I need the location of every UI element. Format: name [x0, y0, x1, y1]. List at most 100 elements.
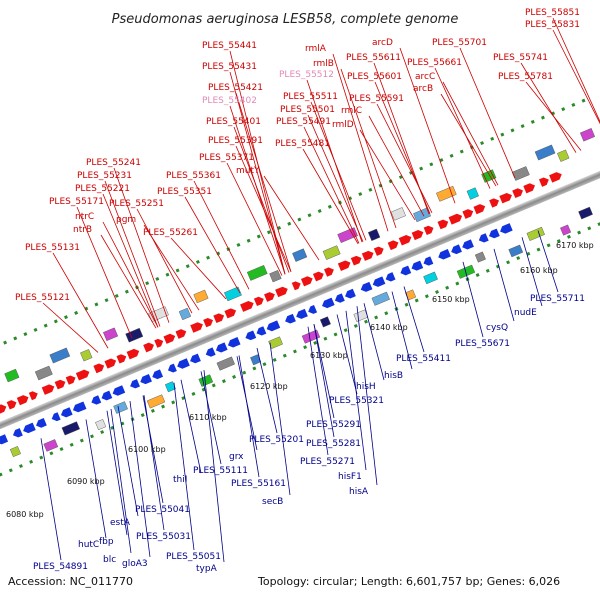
label-connector-line: [180, 379, 202, 474]
tick-mark: [171, 400, 176, 405]
forward-gene-arrow: [65, 375, 76, 385]
tick-mark: [161, 404, 165, 409]
forward-gene-arrow: [224, 308, 237, 319]
feature-box: [216, 356, 235, 371]
feature-box: [322, 245, 341, 260]
forward-gene-arrow: [411, 229, 424, 241]
tick-mark: [100, 430, 105, 435]
forward-gene-arrow: [489, 198, 500, 208]
label-connector-line: [263, 175, 320, 261]
tick-mark: [211, 383, 216, 388]
gene-label: PLES_55441: [202, 41, 257, 51]
feature-box: [474, 251, 486, 263]
reverse-gene-arrow: [152, 369, 164, 380]
forward-gene-arrow: [264, 292, 275, 302]
tick-mark: [317, 209, 322, 213]
gene-label: PLES_55201: [249, 435, 304, 445]
forward-gene-arrow: [0, 404, 7, 415]
tick-mark: [455, 281, 460, 286]
reverse-gene-arrow: [177, 358, 190, 369]
forward-gene-arrow: [538, 177, 549, 187]
forward-gene-arrow: [253, 296, 264, 307]
label-connector-line: [376, 103, 433, 214]
tick-mark: [368, 187, 373, 192]
tick-mark: [449, 153, 454, 158]
tick-label: 6080 kbp: [6, 510, 44, 519]
gene-label: PLES_55121: [15, 293, 70, 303]
label-connector-line: [459, 47, 516, 179]
gene-label: PLES_55221: [75, 184, 130, 194]
tick-label: 6100 kbp: [128, 445, 166, 454]
forward-gene-arrow: [291, 281, 301, 291]
label-connector-line: [170, 237, 227, 300]
label-connector-line: [100, 234, 157, 329]
label-connector-line: [226, 162, 283, 276]
feature-box: [367, 228, 381, 242]
label-connector-line: [363, 303, 385, 381]
label-connector-line: [40, 438, 62, 561]
reverse-gene-arrow: [411, 260, 424, 271]
tick-label: 6090 kbp: [67, 477, 105, 486]
label-connector-line: [356, 306, 378, 486]
forward-gene-arrow: [175, 329, 187, 339]
tick-mark: [150, 408, 155, 413]
label-connector-line: [235, 92, 292, 272]
label-connector-line: [256, 347, 278, 434]
gene-label: PLES_55481: [275, 139, 330, 149]
tick-mark: [232, 374, 237, 379]
feature-box: [534, 144, 556, 161]
top-label-connectors: [42, 17, 600, 353]
gene-label: PLES_55591: [349, 94, 404, 104]
label-connector-line: [229, 71, 286, 275]
forward-gene-arrow: [373, 246, 384, 256]
label-connector-line: [143, 224, 200, 311]
forward-gene-arrow: [41, 384, 55, 395]
gene-label: PLES_55171: [49, 197, 104, 207]
reverse-gene-arrow: [500, 223, 513, 234]
tick-mark: [419, 166, 424, 171]
gene-label: PLES_55411: [396, 354, 451, 364]
gene-label: PLES_55781: [498, 72, 553, 82]
label-connector-line: [200, 371, 222, 465]
label-connector-line: [102, 221, 159, 328]
gene-label: thiI: [173, 475, 187, 485]
tick-mark: [74, 310, 79, 315]
tick-mark: [195, 259, 200, 264]
map-title: Pseudomonas aeruginosa LESB58, complete …: [112, 12, 459, 27]
tick-mark: [94, 302, 99, 307]
reverse-gene-arrow: [334, 293, 345, 303]
reverse-gene-arrow: [0, 434, 9, 445]
feature-box: [481, 169, 497, 183]
reverse-gene-arrow: [385, 272, 396, 282]
tick-mark: [333, 332, 338, 337]
gene-label: PLES_55611: [346, 53, 401, 63]
forward-gene-arrow: [549, 172, 562, 183]
gene-label: typA: [196, 564, 218, 574]
reverse-gene-arrow: [101, 390, 113, 401]
reverse-gene-arrow: [462, 239, 474, 250]
tick-mark: [571, 102, 576, 107]
forward-gene-arrow: [387, 240, 399, 251]
tick-mark: [581, 98, 586, 103]
gene-label: arcB: [413, 84, 433, 94]
label-connector-line: [340, 68, 397, 229]
forward-gene-arrow: [398, 235, 412, 246]
reverse-gene-arrow: [245, 330, 257, 341]
tick-mark: [266, 230, 271, 235]
forward-gene-arrow: [213, 313, 225, 324]
gene-label: PLES_55281: [306, 439, 361, 449]
tick-mark: [69, 442, 74, 447]
reverse-gene-arrow: [36, 418, 47, 428]
gene-label: PLES_55261: [143, 228, 198, 238]
reverse-gene-arrow: [285, 313, 296, 324]
gene-label: PLES_55321: [329, 396, 384, 406]
tick-mark: [459, 149, 464, 154]
gene-label: PLES_55271: [300, 457, 355, 467]
tick-mark: [49, 451, 54, 456]
feature-box: [49, 347, 71, 364]
feature-box: [337, 227, 358, 243]
label-connector-line: [399, 47, 456, 204]
tick-mark: [33, 327, 38, 332]
forward-gene-arrow: [28, 391, 38, 401]
gene-label: arcD: [372, 38, 393, 48]
